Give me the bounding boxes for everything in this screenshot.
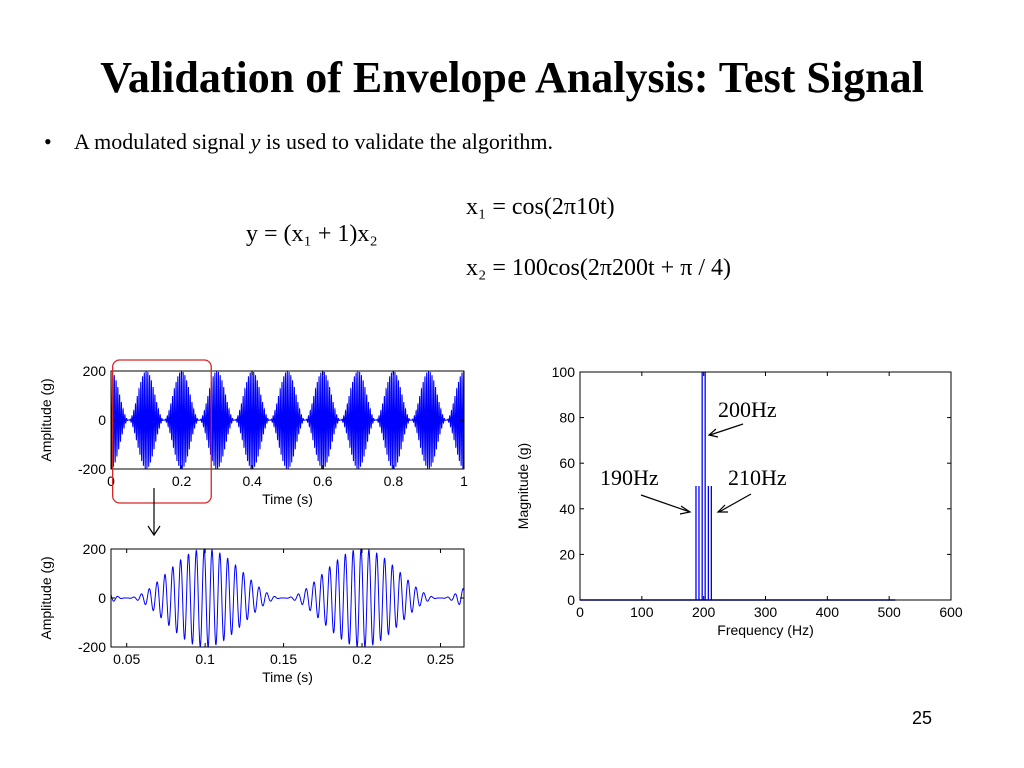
equation-y: y = (x₁ + 1)x₂ — [246, 221, 378, 248]
equation-x2-text: x₂ = 100cos(2π200t + π / 4) — [466, 255, 731, 281]
time-plot-zoom: 0.05 0.1 0.15 0.2 0.25 -200 0 200 Time (s) Ampl… — [38, 541, 465, 685]
y-tick-label: 0 — [98, 590, 106, 606]
x-tick-label: 0.8 — [384, 473, 404, 489]
time-plot-zoom-ticks: 0.05 0.1 0.15 0.2 0.25 -200 0 200 — [78, 541, 464, 667]
y-tick-label: -200 — [78, 639, 106, 655]
x-tick-label: 0 — [107, 473, 115, 489]
x-tick-label: 0.15 — [270, 651, 297, 667]
time-plot-zoom-xlabel: Time (s) — [262, 669, 313, 685]
x-tick-label: 400 — [816, 604, 840, 620]
y-tick-label: 100 — [552, 364, 576, 380]
x-tick-label: 0 — [576, 604, 584, 620]
time-plot-zoom-ylabel: Amplitude (g) — [38, 556, 54, 639]
x-tick-label: 0.6 — [313, 473, 333, 489]
bullet-symbol: • — [44, 129, 52, 154]
x-tick-label: 0.2 — [172, 473, 192, 489]
x-tick-label: 200 — [692, 604, 716, 620]
spectrum-peaks — [695, 372, 712, 600]
bullet-text-pre: A modulated signal — [74, 129, 251, 154]
x-tick-label: 0.25 — [427, 651, 454, 667]
y-tick-label: 40 — [559, 501, 575, 517]
annotation-arrow-200hz — [707, 423, 744, 438]
x-tick-label: 500 — [877, 604, 901, 620]
time-plot-full-xlabel: Time (s) — [262, 491, 313, 507]
spectrum-plot-ticks: 0 100 200 300 400 500 600 0 20 40 60 80 100 — [552, 364, 963, 620]
bullet-variable: y — [250, 129, 261, 154]
y-tick-label: 200 — [83, 541, 107, 557]
x-tick-label: 0.2 — [352, 651, 372, 667]
y-tick-label: 200 — [83, 363, 107, 379]
y-tick-label: 80 — [559, 410, 575, 426]
equation-x2: x₂ = 100cos(2π200t + π / 4) — [466, 255, 731, 282]
annotation-210hz: 210Hz — [728, 465, 787, 490]
spectrum-plot-ylabel: Magnitude (g) — [515, 443, 531, 529]
time-signal-zoom-line — [110, 547, 465, 648]
x-tick-label: 0.4 — [242, 473, 262, 489]
x-tick-label: 300 — [754, 604, 778, 620]
annotation-arrow-190hz — [640, 494, 692, 515]
bullet-point: • A modulated signal y is used to validat… — [44, 128, 553, 156]
zoom-arrow-head — [147, 525, 161, 537]
spectrum-plot-xlabel: Frequency (Hz) — [717, 622, 813, 638]
y-tick-label: 0 — [98, 412, 106, 428]
y-tick-label: 20 — [559, 546, 575, 562]
x-tick-label: 0.05 — [113, 651, 140, 667]
time-signal-full-line — [110, 371, 465, 469]
bullet-text-post: is used to validate the algorithm. — [260, 129, 554, 154]
annotation-arrow-210hz — [716, 493, 752, 513]
x-tick-label: 0.1 — [195, 651, 215, 667]
spectrum-plot: 0 100 200 300 400 500 600 0 20 40 60 80 100 Frequenc… — [515, 364, 963, 638]
x-tick-label: 600 — [939, 604, 963, 620]
y-tick-label: 0 — [567, 592, 575, 608]
slide-title: Validation of Envelope Analysis: Test Si… — [100, 53, 924, 102]
y-tick-label: -200 — [78, 461, 106, 477]
page-number: 25 — [912, 708, 933, 728]
annotation-190hz: 190Hz — [600, 465, 659, 490]
equation-y-text: y = (x₁ + 1)x₂ — [246, 221, 378, 247]
equation-x1: x₁ = cos(2π10t) — [466, 194, 615, 221]
zoom-arrow — [147, 488, 161, 537]
annotation-200hz: 200Hz — [718, 397, 777, 422]
x-tick-label: 1 — [460, 473, 468, 489]
equation-x1-text: x₁ = cos(2π10t) — [466, 194, 615, 220]
time-plot-full-ylabel: Amplitude (g) — [38, 378, 54, 461]
y-tick-label: 60 — [559, 455, 575, 471]
zoom-highlight-box — [112, 359, 212, 504]
x-tick-label: 100 — [630, 604, 654, 620]
